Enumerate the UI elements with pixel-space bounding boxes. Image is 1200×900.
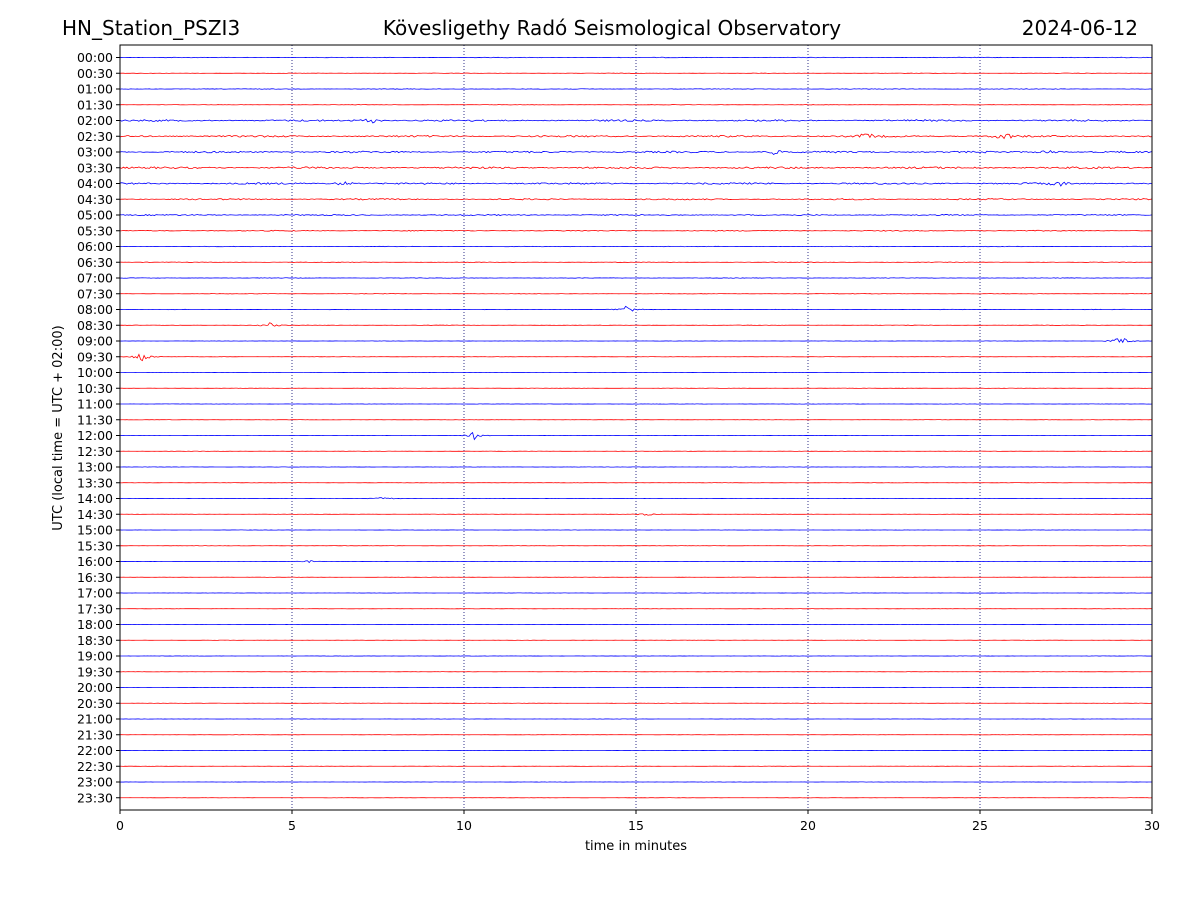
trace-0100 (119, 88, 1153, 90)
vertical-gridlines (291, 45, 981, 810)
x-tick-label-25: 25 (972, 818, 988, 833)
y-tick-label-1600: 16:00 (77, 554, 113, 569)
y-tick-label-2200: 22:00 (77, 743, 113, 758)
y-tick-label-1500: 15:00 (77, 523, 113, 538)
y-tick-label-0100: 01:00 (77, 82, 113, 97)
x-tick-label-15: 15 (628, 818, 644, 833)
trace-0900 (119, 338, 1153, 344)
y-tick-label-0730: 07:30 (77, 286, 113, 301)
x-tick-label-5: 5 (288, 818, 296, 833)
y-tick-label-0330: 03:30 (77, 160, 113, 175)
trace-1600 (119, 560, 1153, 564)
seismogram-traces (119, 56, 1153, 799)
y-tick-label-1730: 17:30 (77, 601, 113, 616)
x-tick-label-20: 20 (800, 818, 816, 833)
y-tick-label-2330: 23:30 (77, 790, 113, 805)
y-tick-label-1100: 11:00 (77, 397, 113, 412)
y-tick-label-0630: 06:30 (77, 255, 113, 270)
trace-0500 (119, 214, 1153, 217)
trace-1430 (119, 513, 1153, 516)
y-tick-label-1630: 16:30 (77, 570, 113, 585)
y-tick-label-1300: 13:00 (77, 460, 113, 475)
y-tick-label-2100: 21:00 (77, 712, 113, 727)
y-tick-label-0600: 06:00 (77, 239, 113, 254)
y-tick-label-1800: 18:00 (77, 617, 113, 632)
trace-0800 (119, 305, 1153, 312)
y-tick-label-1000: 10:00 (77, 365, 113, 380)
y-tick-label-1130: 11:30 (77, 412, 113, 427)
trace-0200 (119, 118, 1153, 124)
y-tick-label-2130: 21:30 (77, 727, 113, 742)
trace-1200 (119, 431, 1153, 441)
y-tick-label-2000: 20:00 (77, 680, 113, 695)
y-tick-label-0200: 02:00 (77, 113, 113, 128)
y-tick-label-0930: 09:30 (77, 349, 113, 364)
y-axis-ticks: 00:0000:3001:0001:3002:0002:3003:0003:30… (77, 50, 120, 805)
x-tick-label-30: 30 (1144, 818, 1160, 833)
trace-0400 (119, 181, 1153, 187)
y-tick-label-1030: 10:30 (77, 381, 113, 396)
y-tick-label-1830: 18:30 (77, 633, 113, 648)
date-title: 2024-06-12 (1021, 16, 1138, 40)
y-tick-label-1930: 19:30 (77, 664, 113, 679)
x-tick-label-0: 0 (116, 818, 124, 833)
y-tick-label-1700: 17:00 (77, 586, 113, 601)
trace-0930 (119, 353, 1153, 362)
trace-1400 (119, 497, 1153, 500)
y-tick-label-0030: 00:30 (77, 66, 113, 81)
trace-0000 (119, 56, 1153, 59)
y-tick-label-0430: 04:30 (77, 192, 113, 207)
trace-0830 (119, 322, 1153, 327)
y-tick-label-0700: 07:00 (77, 271, 113, 286)
y-tick-label-1430: 14:30 (77, 507, 113, 522)
trace-0230 (119, 133, 1153, 140)
station-title: HN_Station_PSZI3 (62, 16, 241, 40)
trace-0330 (119, 166, 1153, 170)
y-tick-label-0800: 08:00 (77, 302, 113, 317)
y-tick-label-0300: 03:00 (77, 145, 113, 160)
y-tick-label-0230: 02:30 (77, 129, 113, 144)
y-tick-label-1330: 13:30 (77, 475, 113, 490)
y-tick-label-0500: 05:00 (77, 208, 113, 223)
x-axis-label: time in minutes (585, 839, 687, 854)
observatory-title: Kövesligethy Radó Seismological Observat… (382, 16, 842, 40)
x-axis-ticks: 0 5 10 15 20 25 30 (116, 810, 1160, 833)
trace-0530 (119, 229, 1153, 232)
y-tick-label-0530: 05:30 (77, 223, 113, 238)
y-tick-label-1230: 12:30 (77, 444, 113, 459)
y-tick-label-0000: 00:00 (77, 50, 113, 65)
y-tick-label-2230: 22:30 (77, 759, 113, 774)
y-tick-label-2300: 23:00 (77, 775, 113, 790)
y-tick-label-0130: 01:30 (77, 97, 113, 112)
y-axis-label: UTC (local time = UTC + 02:00) (51, 325, 66, 530)
y-tick-label-0400: 04:00 (77, 176, 113, 191)
trace-0300 (119, 150, 1153, 155)
x-tick-label-10: 10 (456, 818, 472, 833)
y-tick-label-1200: 12:00 (77, 428, 113, 443)
y-tick-label-1530: 15:30 (77, 538, 113, 553)
trace-0430 (119, 198, 1153, 201)
y-tick-label-2030: 20:30 (77, 696, 113, 711)
y-tick-label-1400: 14:00 (77, 491, 113, 506)
y-tick-label-0830: 08:30 (77, 318, 113, 333)
y-tick-label-0900: 09:00 (77, 334, 113, 349)
y-tick-label-1900: 19:00 (77, 649, 113, 664)
